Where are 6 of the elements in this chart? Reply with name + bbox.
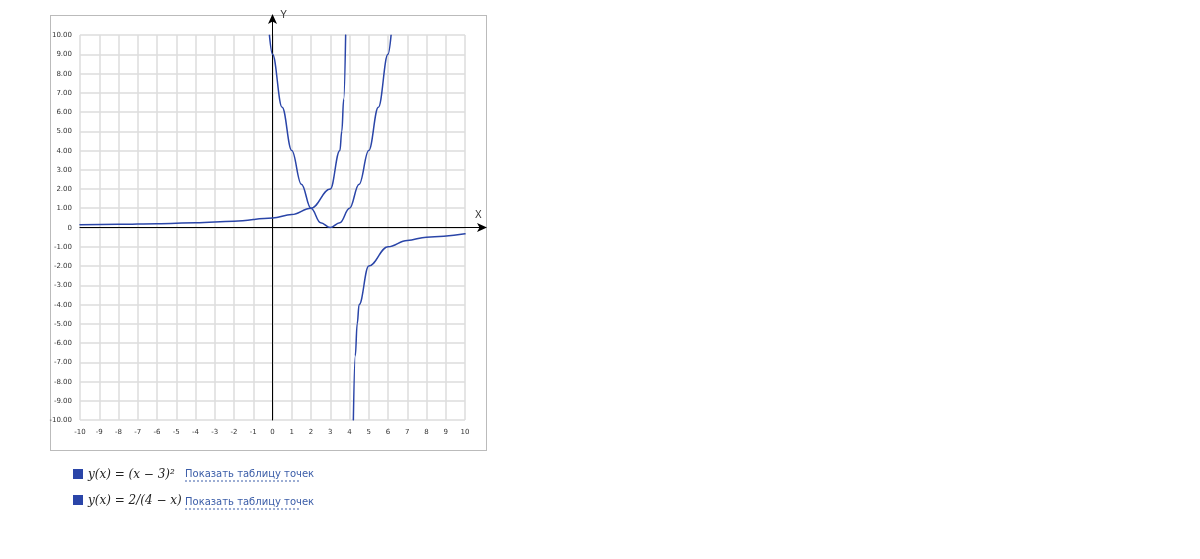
text: Показать таблицу точек [185,467,315,479]
y-axis-title: Y [280,8,288,20]
legend-label: y(x) = 2/(4 − x) [87,493,183,507]
x-axis-title: X [475,209,482,220]
legend-label: y(x) = (x − 3)² [87,467,176,481]
text: Показать таблицу точек [185,495,315,507]
